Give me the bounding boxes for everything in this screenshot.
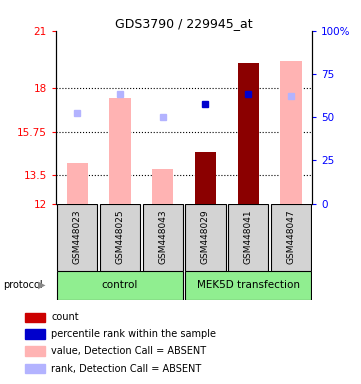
Text: value, Detection Call = ABSENT: value, Detection Call = ABSENT — [51, 346, 206, 356]
Text: rank, Detection Call = ABSENT: rank, Detection Call = ABSENT — [51, 364, 201, 374]
Bar — [100, 204, 140, 271]
Bar — [109, 98, 131, 204]
Text: GSM448041: GSM448041 — [244, 210, 253, 265]
Bar — [238, 63, 259, 204]
Text: GSM448029: GSM448029 — [201, 210, 210, 265]
Bar — [152, 169, 173, 204]
Text: control: control — [102, 280, 138, 290]
Text: MEK5D transfection: MEK5D transfection — [197, 280, 300, 290]
Bar — [280, 61, 301, 204]
Bar — [57, 204, 97, 271]
Bar — [271, 204, 311, 271]
Bar — [67, 163, 88, 204]
Title: GDS3790 / 229945_at: GDS3790 / 229945_at — [115, 17, 253, 30]
Bar — [25, 329, 45, 339]
Bar — [195, 152, 216, 204]
Text: GSM448025: GSM448025 — [116, 210, 125, 265]
Text: GSM448047: GSM448047 — [286, 210, 295, 265]
Bar — [143, 204, 183, 271]
Bar — [25, 346, 45, 356]
Bar — [25, 364, 45, 373]
Text: ▶: ▶ — [38, 280, 45, 290]
Bar — [57, 271, 183, 300]
Bar — [186, 271, 311, 300]
Text: GSM448023: GSM448023 — [73, 210, 82, 265]
Text: GSM448043: GSM448043 — [158, 210, 167, 265]
Text: count: count — [51, 312, 79, 322]
Bar — [228, 204, 268, 271]
Bar — [25, 313, 45, 322]
Bar — [186, 204, 226, 271]
Text: percentile rank within the sample: percentile rank within the sample — [51, 329, 216, 339]
Text: protocol: protocol — [4, 280, 43, 290]
